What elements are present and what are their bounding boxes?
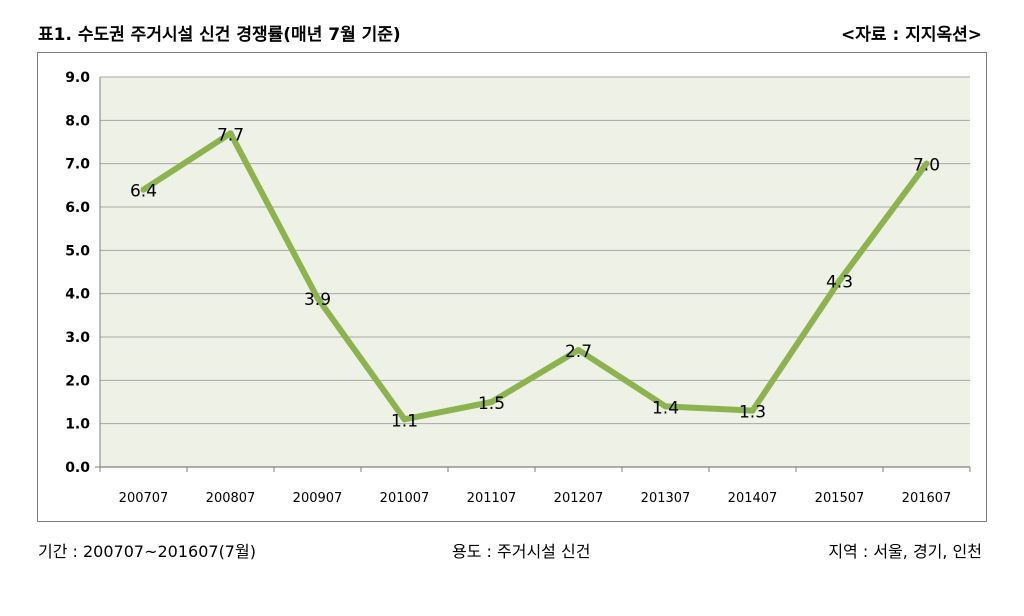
y-tick-label: 1.0 xyxy=(65,417,90,433)
y-tick-label: 8.0 xyxy=(65,113,90,129)
data-point xyxy=(836,277,843,284)
data-point xyxy=(923,160,930,167)
data-label: 1.4 xyxy=(652,398,679,418)
footer-region: 지역 : 서울, 경기, 인천 xyxy=(828,542,982,561)
plot-area xyxy=(100,77,970,467)
y-tick-label: 0.0 xyxy=(65,460,90,476)
x-tick-label: 201207 xyxy=(554,491,604,506)
chart-source: <자료 : 지지옥션> xyxy=(841,25,982,45)
x-tick-label: 200707 xyxy=(119,491,169,506)
data-label: 4.3 xyxy=(826,273,853,293)
data-point xyxy=(401,416,408,423)
data-point xyxy=(662,403,669,410)
chart-title: 표1. 수도권 주거시설 신건 경쟁률(매년 7월 기준) xyxy=(38,25,401,45)
x-tick-label: 201007 xyxy=(380,491,430,506)
y-tick-label: 7.0 xyxy=(65,157,90,173)
data-label: 1.1 xyxy=(391,411,418,431)
x-tick-label: 201607 xyxy=(902,491,952,506)
x-tick-label: 201407 xyxy=(728,491,778,506)
y-tick-label: 3.0 xyxy=(65,330,90,346)
data-point xyxy=(575,347,582,353)
data-label: 6.4 xyxy=(130,182,157,202)
data-label: 1.5 xyxy=(478,394,505,414)
data-point xyxy=(749,407,756,414)
data-label: 1.3 xyxy=(739,403,766,423)
series-line xyxy=(140,130,930,423)
footer-period: 기간 : 200707~201607(7월) xyxy=(38,542,256,561)
x-tick-label: 201507 xyxy=(815,491,865,506)
data-point xyxy=(488,399,495,405)
data-point xyxy=(314,295,321,301)
y-tick-label: 6.0 xyxy=(65,200,90,216)
y-tick-label: 2.0 xyxy=(65,373,90,389)
x-tick-label: 201107 xyxy=(467,491,517,506)
x-tick-label: 200907 xyxy=(293,491,343,506)
y-tick-label: 4.0 xyxy=(65,287,90,303)
data-label: 3.9 xyxy=(304,290,331,310)
y-tick-label: 9.0 xyxy=(65,70,90,86)
data-point xyxy=(140,186,147,193)
data-point xyxy=(227,130,234,137)
x-tick-label: 201307 xyxy=(641,491,691,506)
data-label: 7.0 xyxy=(913,156,940,176)
chart-frame: 0.0 1.0 2.0 3.0 4.0 5.0 6.0 7.0 8.0 9.0 200707 2008… xyxy=(37,52,987,522)
footer-usage: 용도 : 주거시설 신건 xyxy=(452,542,591,561)
data-label: 2.7 xyxy=(565,342,592,362)
x-tick-label: 200807 xyxy=(206,491,256,506)
data-label: 7.7 xyxy=(217,125,244,145)
line-chart: 0.0 1.0 2.0 3.0 4.0 5.0 6.0 7.0 8.0 9.0 200707 2008… xyxy=(65,70,971,506)
y-tick-label: 5.0 xyxy=(65,243,90,259)
